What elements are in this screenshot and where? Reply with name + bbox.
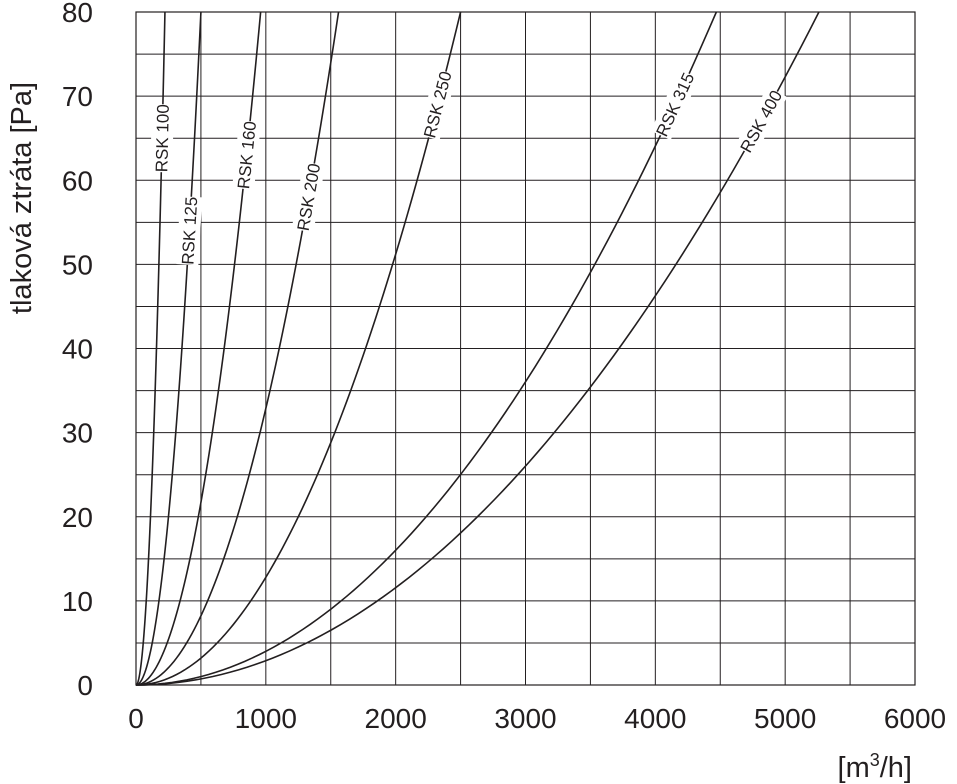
x-tick-label: 4000 <box>624 703 686 734</box>
label-background <box>734 86 788 157</box>
y-axis-title: tlaková ztráta [Pa] <box>6 82 38 314</box>
series-line <box>135 11 166 686</box>
y-tick-label: 10 <box>62 586 93 617</box>
series-label: RSK 400 <box>734 86 788 157</box>
series-line <box>135 11 820 686</box>
series-name: RSK 100 <box>152 104 173 172</box>
x-tick-label: 0 <box>128 703 144 734</box>
y-tick-label: 0 <box>77 670 93 701</box>
label-background <box>232 120 262 190</box>
plot-frame <box>135 11 916 686</box>
y-tick-label: 60 <box>62 165 93 196</box>
series-label: RSK 315 <box>650 69 700 141</box>
series-label: RSK 160 <box>232 120 262 190</box>
series-name: RSK 125 <box>178 196 201 265</box>
series-label: RSK 250 <box>418 68 457 141</box>
series-name: RSK 400 <box>737 87 787 156</box>
y-tick-label: 40 <box>62 334 93 365</box>
series-line <box>135 11 718 686</box>
x-tick-label: 1000 <box>235 703 297 734</box>
x-tick-label: 3000 <box>494 703 556 734</box>
x-axis-title: [m3/h] <box>838 750 912 784</box>
y-tick-label: 30 <box>62 418 93 449</box>
y-tick-labels: 0 10 20 30 40 50 60 70 80 <box>62 0 93 701</box>
y-tick-label: 80 <box>62 0 93 28</box>
grid <box>136 12 915 685</box>
series-label: RSK 100 <box>150 103 174 173</box>
label-background <box>176 196 203 266</box>
series-label: RSK 125 <box>176 196 203 266</box>
label-background <box>291 161 326 233</box>
curves <box>135 11 820 686</box>
series-name: RSK 160 <box>234 120 260 190</box>
series-line <box>135 11 262 686</box>
label-background <box>650 69 700 141</box>
label-background <box>418 68 457 141</box>
series-name: RSK 250 <box>420 69 455 140</box>
x-tick-label: 5000 <box>754 703 816 734</box>
y-tick-label: 70 <box>62 81 93 112</box>
x-tick-label: 2000 <box>365 703 427 734</box>
y-tick-label: 50 <box>62 249 93 280</box>
label-background <box>150 103 174 173</box>
y-tick-label: 20 <box>62 502 93 533</box>
series-line <box>135 11 462 686</box>
x-tick-label: 6000 <box>884 703 946 734</box>
x-tick-labels: 0 1000 2000 3000 4000 5000 6000 <box>128 703 946 734</box>
